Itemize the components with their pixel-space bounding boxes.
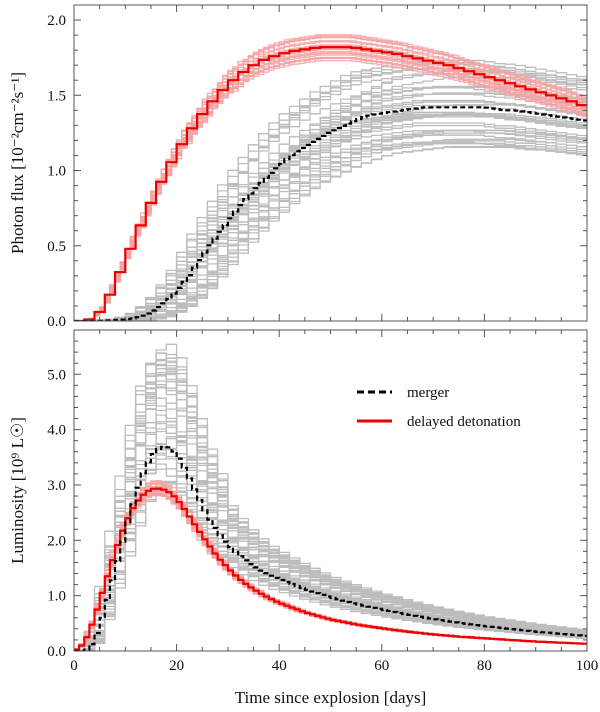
bottom-series-delayed-detonation bbox=[74, 487, 587, 651]
bottom-y-tick-label: 1.0 bbox=[47, 589, 66, 605]
bottom-x-tick-label: 20 bbox=[169, 658, 184, 674]
bottom-series-merger bbox=[74, 445, 587, 651]
legend-item-merger: merger bbox=[357, 385, 449, 401]
bottom-grey-curve bbox=[74, 363, 587, 651]
top-series-delayed-detonation bbox=[74, 46, 587, 321]
legend-item-delayed-detonation: delayed detonation bbox=[357, 414, 521, 430]
top-grey-curve bbox=[74, 101, 587, 321]
top-y-tick-label: 0.5 bbox=[47, 239, 66, 255]
legend-label: merger bbox=[407, 385, 449, 401]
top-x-ticks bbox=[73, 5, 588, 321]
bottom-y-tick-label: 5.0 bbox=[47, 367, 66, 383]
bottom-x-tick-label: 60 bbox=[374, 658, 389, 674]
bottom-grey-curve bbox=[74, 397, 587, 651]
top-grey-curve bbox=[74, 61, 587, 321]
bottom-panel: 0.0 1.0 2.0 3.0 4.0 5.0 0 20 40 60 80 100 Luminosity… bbox=[8, 329, 599, 707]
bottom-x-tick-label: 80 bbox=[477, 658, 492, 674]
top-plot-area bbox=[74, 34, 587, 321]
bottom-y-tick-label: 4.0 bbox=[47, 423, 66, 439]
bottom-y-tick-label: 2.0 bbox=[47, 533, 66, 549]
bottom-y-tick-label: 3.0 bbox=[47, 478, 66, 494]
top-dd-band-curve bbox=[74, 57, 587, 321]
bottom-grey-curve bbox=[74, 368, 587, 651]
top-grey-curve bbox=[74, 142, 587, 321]
bottom-grey-curve bbox=[74, 405, 587, 651]
bottom-y-axis-label: Luminosity [10⁹ L☉] bbox=[8, 417, 27, 564]
legend: merger delayed detonation bbox=[357, 385, 521, 430]
top-y-tick-label: 1.5 bbox=[47, 88, 66, 104]
bottom-x-tick-label: 100 bbox=[576, 658, 599, 674]
top-series-merger bbox=[74, 106, 587, 321]
bottom-grey-curve bbox=[74, 375, 587, 651]
bottom-grey-curve bbox=[74, 414, 587, 651]
top-y-tick-label: 1.0 bbox=[47, 164, 66, 180]
top-y-ticks bbox=[74, 4, 587, 322]
top-dd-band bbox=[74, 34, 587, 321]
bottom-x-tick-label: 0 bbox=[70, 658, 78, 674]
top-y-tick-label: 0.0 bbox=[47, 314, 66, 330]
bottom-plot-area bbox=[74, 343, 587, 651]
top-panel: 0.0 0.5 1.0 1.5 2.0 Photon flux [10⁻²cm⁻²s⁻¹] bbox=[8, 4, 588, 330]
legend-label: delayed detonation bbox=[407, 414, 521, 430]
x-axis-label: Time since explosion [days] bbox=[235, 688, 427, 707]
top-dd-band-curve bbox=[74, 34, 587, 321]
bottom-x-tick-label: 40 bbox=[272, 658, 287, 674]
bottom-x-ticks bbox=[73, 330, 588, 651]
top-grey-curve bbox=[74, 92, 587, 321]
bottom-y-tick-label: 0.0 bbox=[47, 644, 66, 660]
bottom-y-ticks bbox=[74, 329, 587, 652]
top-grey-curve bbox=[74, 129, 587, 321]
top-y-tick-label: 2.0 bbox=[47, 13, 66, 29]
bottom-grey-curve bbox=[74, 421, 587, 651]
bottom-grey-curve bbox=[74, 367, 587, 651]
bottom-grey-curve bbox=[74, 402, 587, 651]
top-y-axis-label: Photon flux [10⁻²cm⁻²s⁻¹] bbox=[8, 72, 27, 254]
top-grey-curve bbox=[74, 112, 587, 321]
bottom-grey-curve bbox=[74, 343, 587, 651]
